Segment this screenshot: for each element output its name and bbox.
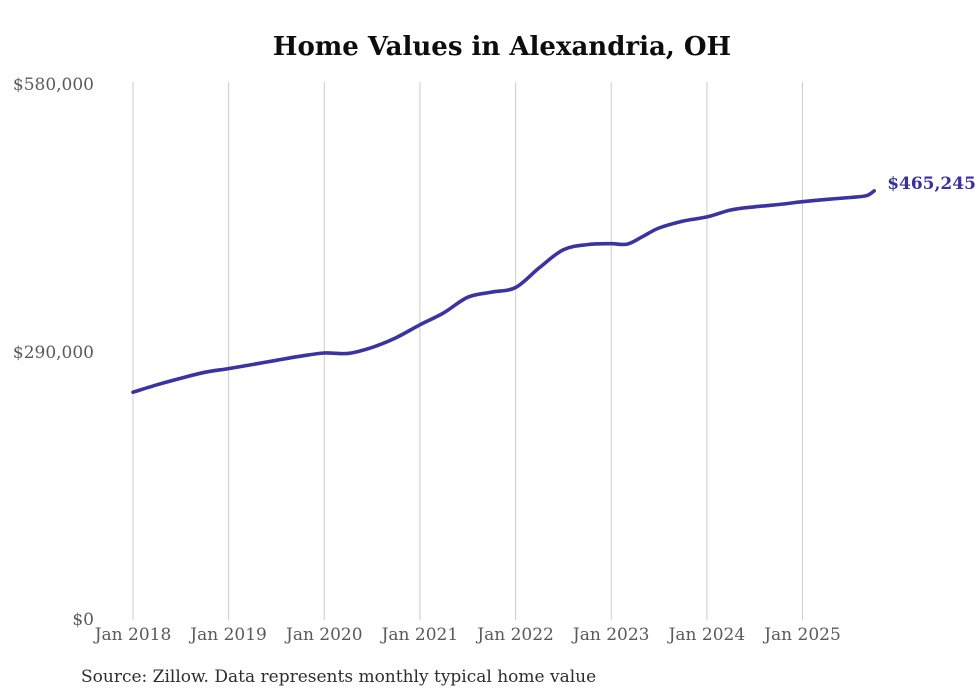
y-axis-tick-label: $290,000 [12, 342, 94, 363]
x-axis-tick-label: Jan 2020 [286, 625, 363, 645]
source-note: Source: Zillow. Data represents monthly … [81, 667, 597, 687]
x-axis-tick-label: Jan 2024 [668, 625, 746, 645]
x-axis-tick-label: Jan 2021 [381, 625, 459, 645]
x-axis-tick-label: Jan 2023 [572, 625, 650, 645]
gridlines [132, 82, 803, 620]
home-value-line-series [131, 189, 876, 394]
y-axis-tick-label: $0 [72, 610, 94, 630]
chart-title: Home Values in Alexandria, OH [272, 32, 732, 62]
x-axis-tick-label: Jan 2019 [190, 625, 267, 645]
y-axis-tick-label: $580,000 [12, 75, 94, 95]
x-axis-tick-label: Jan 2022 [477, 625, 554, 645]
latest-value-label: $465,245 [887, 173, 976, 194]
x-axis-tick-label: Jan 2018 [94, 625, 172, 645]
x-axis-tick-label: Jan 2025 [764, 625, 841, 645]
